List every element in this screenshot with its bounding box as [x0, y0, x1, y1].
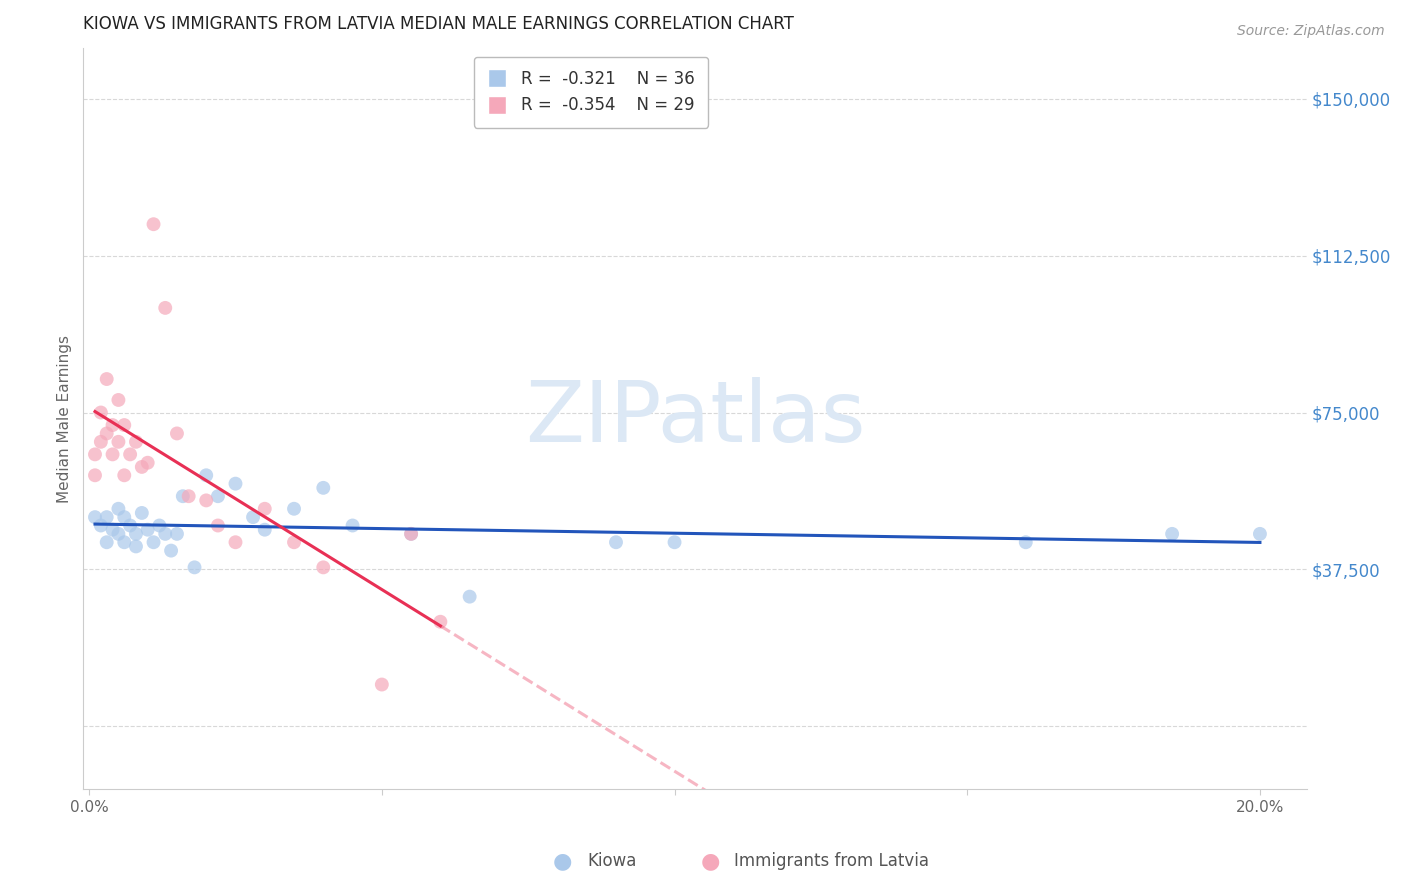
Point	[195, 493, 218, 508]
Point	[342, 518, 364, 533]
Point	[458, 590, 481, 604]
Point	[160, 543, 183, 558]
Point	[107, 434, 129, 449]
Point	[96, 372, 118, 386]
Point	[224, 535, 246, 549]
Point	[120, 518, 142, 533]
Point	[283, 535, 305, 549]
Point	[107, 501, 129, 516]
Point	[166, 426, 188, 441]
Legend: R =  -0.321    N = 36, R =  -0.354    N = 29: R = -0.321 N = 36, R = -0.354 N = 29	[474, 57, 707, 128]
Text: Source: ZipAtlas.com: Source: ZipAtlas.com	[1237, 24, 1385, 38]
Point	[399, 527, 422, 541]
Point	[101, 523, 124, 537]
Point	[1249, 527, 1271, 541]
Point	[84, 510, 107, 524]
Point	[96, 535, 118, 549]
Point	[136, 523, 159, 537]
Point	[1161, 527, 1184, 541]
Point	[312, 560, 335, 574]
Point	[399, 527, 422, 541]
Point	[101, 418, 124, 433]
Point	[112, 468, 135, 483]
Point	[172, 489, 194, 503]
Point	[166, 527, 188, 541]
Point	[177, 489, 200, 503]
Point	[96, 426, 118, 441]
Point	[253, 523, 276, 537]
Point	[107, 392, 129, 407]
Point	[429, 615, 451, 629]
Point	[112, 510, 135, 524]
Point	[195, 468, 218, 483]
Point	[90, 405, 112, 419]
Point	[125, 527, 148, 541]
Point	[224, 476, 246, 491]
Point	[136, 456, 159, 470]
Text: Kiowa: Kiowa	[588, 852, 637, 870]
Text: ZIPatlas: ZIPatlas	[524, 377, 865, 460]
Point	[148, 518, 170, 533]
Point	[605, 535, 627, 549]
Point	[112, 418, 135, 433]
Point	[312, 481, 335, 495]
Text: ●: ●	[553, 851, 572, 871]
Point	[84, 447, 107, 461]
Point	[664, 535, 686, 549]
Text: Immigrants from Latvia: Immigrants from Latvia	[734, 852, 929, 870]
Point	[120, 447, 142, 461]
Point	[125, 540, 148, 554]
Point	[101, 447, 124, 461]
Point	[142, 217, 165, 231]
Point	[125, 434, 148, 449]
Point	[253, 501, 276, 516]
Point	[131, 506, 153, 520]
Point	[1015, 535, 1038, 549]
Point	[155, 527, 177, 541]
Point	[84, 468, 107, 483]
Point	[283, 501, 305, 516]
Point	[107, 527, 129, 541]
Point	[207, 489, 229, 503]
Point	[90, 434, 112, 449]
Point	[371, 677, 394, 691]
Point	[131, 459, 153, 474]
Text: KIOWA VS IMMIGRANTS FROM LATVIA MEDIAN MALE EARNINGS CORRELATION CHART: KIOWA VS IMMIGRANTS FROM LATVIA MEDIAN M…	[83, 15, 794, 33]
Point	[96, 510, 118, 524]
Point	[242, 510, 264, 524]
Point	[112, 535, 135, 549]
Point	[155, 301, 177, 315]
Text: ●: ●	[700, 851, 720, 871]
Point	[142, 535, 165, 549]
Point	[183, 560, 205, 574]
Y-axis label: Median Male Earnings: Median Male Earnings	[58, 334, 72, 503]
Point	[90, 518, 112, 533]
Point	[207, 518, 229, 533]
